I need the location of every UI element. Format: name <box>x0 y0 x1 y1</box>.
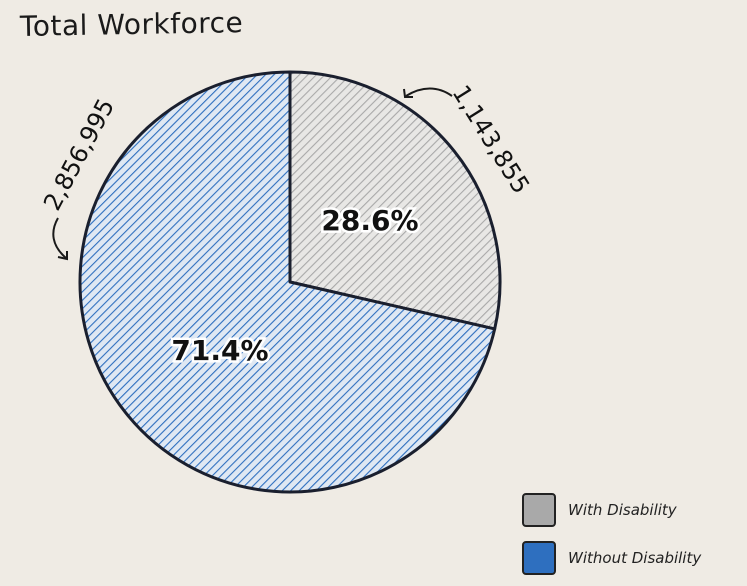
legend: With Disability Without Disability <box>522 490 742 586</box>
percent-label-with-disability: 28.6% <box>321 204 418 237</box>
arrow-with-disability <box>405 87 453 97</box>
legend-item-without-disability: Without Disability <box>522 538 742 578</box>
legend-swatch-with-disability <box>522 493 556 527</box>
pie-slice-with-disability <box>288 70 502 331</box>
pie-slice-without-disability <box>78 70 497 494</box>
arrow-with-disability-head <box>403 88 413 98</box>
percent-label-without-disability: 71.4% <box>171 334 268 367</box>
legend-label-without-disability: Without Disability <box>568 549 702 567</box>
legend-label-with-disability: With Disability <box>568 501 677 519</box>
arrow-without-disability <box>52 217 67 259</box>
legend-swatch-without-disability <box>522 541 556 575</box>
arrow-without-disability-head <box>57 251 68 261</box>
legend-item-with-disability: With Disability <box>522 490 742 530</box>
